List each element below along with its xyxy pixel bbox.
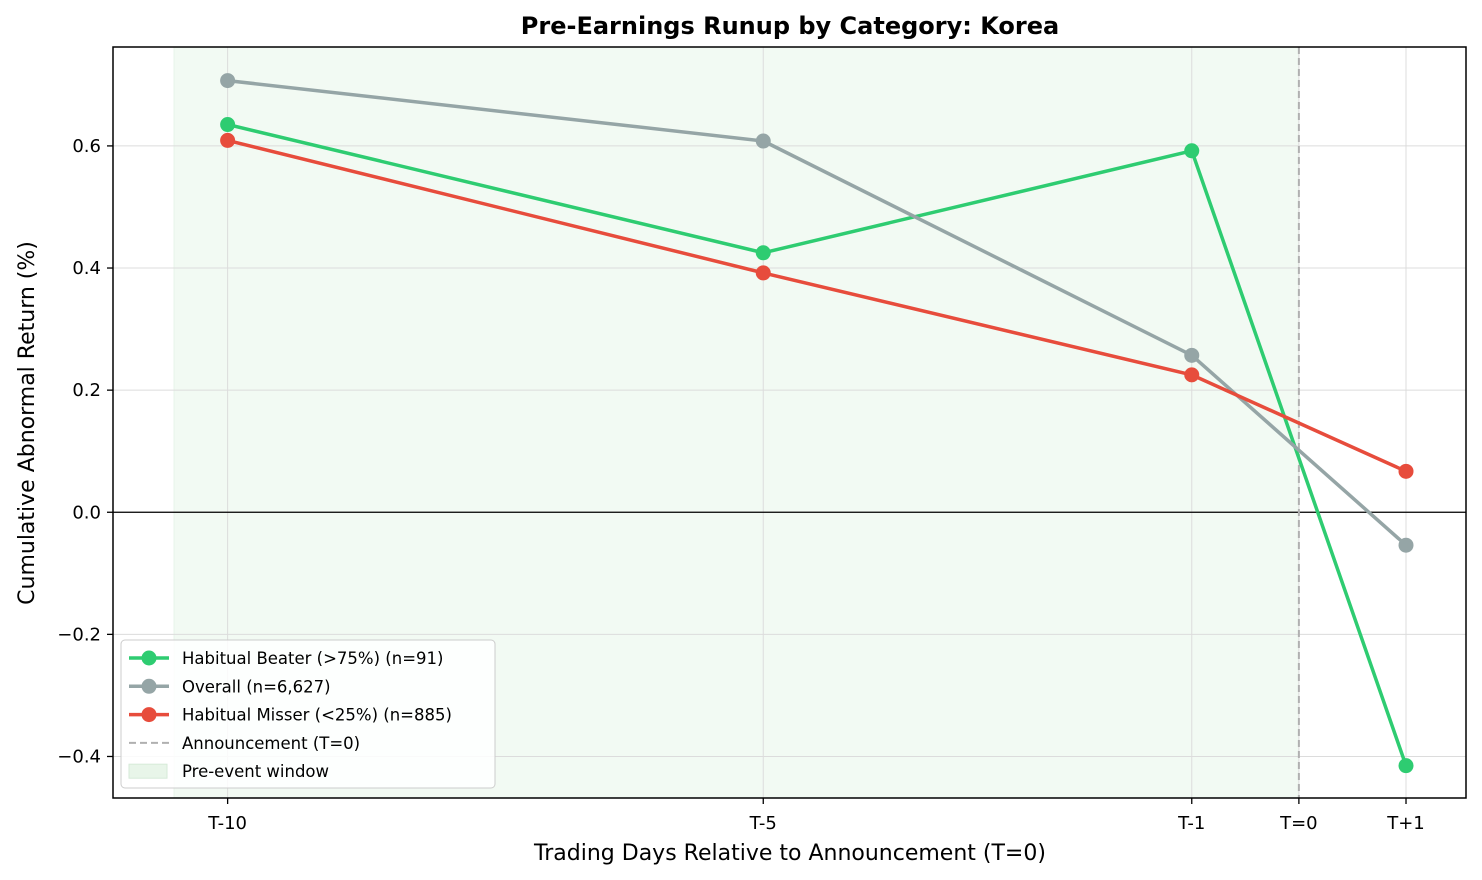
legend-item: Pre-event window: [128, 762, 329, 781]
data-point: [1398, 463, 1414, 479]
data-point: [220, 117, 236, 133]
legend-item: Announcement (T=0): [129, 734, 360, 753]
chart-title: Pre-Earnings Runup by Category: Korea: [521, 12, 1059, 40]
series-1: [220, 73, 1414, 553]
y-tick-label: −0.2: [57, 624, 101, 645]
data-point: [755, 245, 771, 261]
legend-item: Habitual Beater (>75%) (n=91): [129, 649, 443, 668]
y-axis-label: Cumulative Abnormal Return (%): [15, 241, 40, 605]
legend-label: Habitual Misser (<25%) (n=885): [182, 706, 452, 725]
series-0: [220, 117, 1414, 774]
x-tick-label: T-1: [1177, 813, 1205, 834]
data-point: [220, 73, 236, 89]
legend-swatch: [128, 763, 168, 779]
legend-label: Announcement (T=0): [182, 734, 360, 753]
data-point: [1184, 347, 1200, 363]
x-tick-label: T-10: [207, 813, 247, 834]
series: [220, 73, 1414, 774]
y-tick-label: 0.6: [72, 136, 101, 157]
legend-item: Habitual Misser (<25%) (n=885): [129, 706, 452, 725]
y-tick-label: 0.0: [72, 502, 101, 523]
x-tick-label: T+1: [1386, 813, 1425, 834]
data-point: [1398, 537, 1414, 553]
axes-frame: [112, 46, 1467, 799]
data-point: [1398, 758, 1414, 774]
legend-marker: [141, 707, 157, 723]
y-tick-label: 0.4: [72, 258, 101, 279]
x-tick-label: T-5: [749, 813, 777, 834]
series-line: [227, 122, 1408, 767]
axes: 0.6 0.4 0.2 0.0 −0.2 −0.4 T-10 T-5 T-1 T=0 T+1: [57, 46, 1467, 834]
series-line: [227, 78, 1408, 547]
x-tick-label: T=0: [1279, 813, 1318, 834]
data-point: [1184, 367, 1200, 383]
data-point: [220, 132, 236, 148]
series-2: [220, 132, 1414, 479]
legend-marker: [141, 678, 157, 694]
legend-marker: [141, 650, 157, 666]
legend-box: [120, 639, 496, 789]
x-axis-label: Trading Days Relative to Announcement (T…: [533, 841, 1046, 866]
legend-item: Overall (n=6,627): [129, 677, 331, 696]
legend-label: Pre-event window: [182, 762, 329, 781]
legend: Habitual Beater (>75%) (n=91) Overall (n=…: [120, 639, 496, 789]
legend-label: Habitual Beater (>75%) (n=91): [182, 649, 443, 668]
data-point: [755, 265, 771, 281]
legend-label: Overall (n=6,627): [182, 677, 331, 696]
y-tick-label: −0.4: [57, 746, 101, 767]
y-tick-label: 0.2: [72, 380, 101, 401]
series-line: [227, 138, 1407, 473]
data-point: [1184, 143, 1200, 159]
data-point: [755, 133, 771, 149]
